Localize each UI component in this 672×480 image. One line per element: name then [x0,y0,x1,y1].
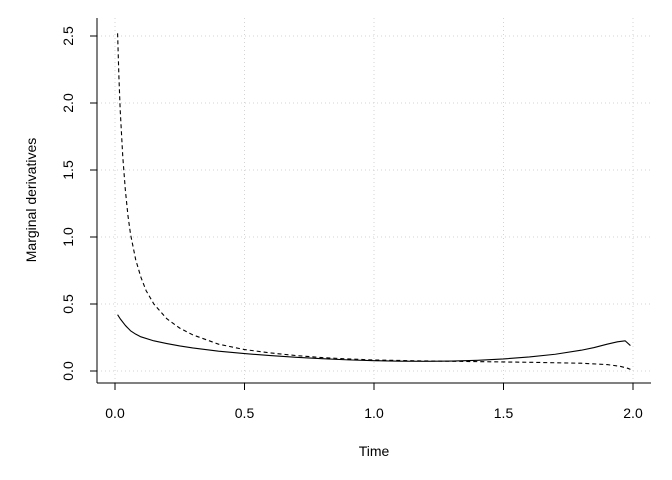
y-tick-label: 0.0 [60,361,76,381]
y-tick-label: 0.5 [60,294,76,314]
x-tick-label: 2.0 [623,405,643,421]
y-tick-label: 2.0 [60,93,76,113]
x-tick-label: 0.0 [105,405,125,421]
y-tick-label: 1.5 [60,160,76,180]
x-tick-label: 1.0 [364,405,384,421]
y-axis-title: Marginal derivatives [23,138,39,263]
y-tick-label: 1.0 [60,227,76,247]
series [117,33,631,370]
solid-series-line [117,314,631,362]
grid [97,18,651,383]
ticks: 0.0 0.5 1.0 1.5 2.0 0.0 0.5 1.0 1.5 2.0 2.5 [60,26,643,421]
x-tick-label: 1.5 [494,405,514,421]
dashed-series-line [117,33,631,370]
x-tick-label: 0.5 [235,405,255,421]
x-axis-title: Time [359,443,390,459]
y-tick-label: 2.5 [60,26,76,46]
